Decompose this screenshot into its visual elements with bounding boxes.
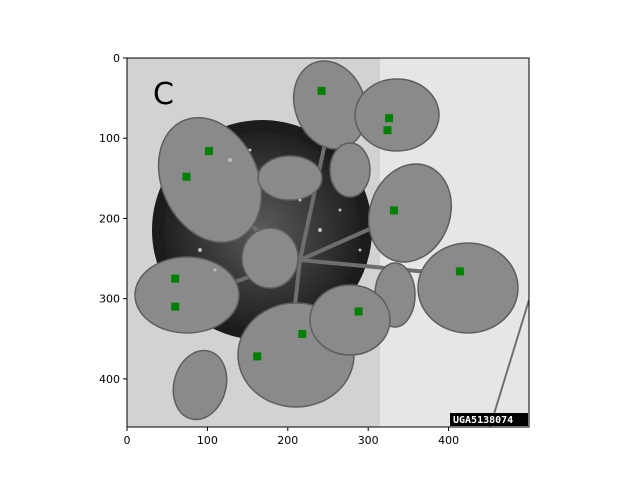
watermark-text: UGA5138074 (453, 415, 513, 426)
y-axis: 0 100 200 300 400 (99, 52, 127, 386)
data-point (171, 274, 180, 283)
data-point (182, 172, 191, 181)
x-tick-label: 400 (438, 434, 459, 447)
axes-frame (126, 57, 530, 428)
data-point (298, 329, 307, 338)
data-markers (171, 86, 464, 361)
data-point (205, 147, 214, 156)
data-point (171, 302, 180, 311)
data-point (354, 307, 363, 316)
x-tick-label: 100 (197, 434, 218, 447)
y-tick-label: 400 (99, 373, 120, 386)
x-tick-label: 200 (277, 434, 298, 447)
data-point (383, 126, 392, 135)
plant-photo (127, 58, 529, 427)
panel-label: C (153, 77, 174, 112)
data-point (389, 206, 398, 215)
data-point (455, 267, 464, 276)
data-point (317, 86, 326, 95)
data-point (253, 352, 262, 361)
watermark-box (450, 413, 528, 426)
y-tick-label: 100 (99, 132, 120, 145)
x-tick-label: 0 (124, 434, 131, 447)
y-tick-label: 200 (99, 212, 120, 225)
data-point (385, 114, 394, 123)
y-tick-label: 0 (113, 52, 120, 65)
y-tick-label: 300 (99, 293, 120, 306)
x-tick-label: 300 (358, 434, 379, 447)
x-axis: 0 100 200 300 400 (124, 427, 459, 447)
